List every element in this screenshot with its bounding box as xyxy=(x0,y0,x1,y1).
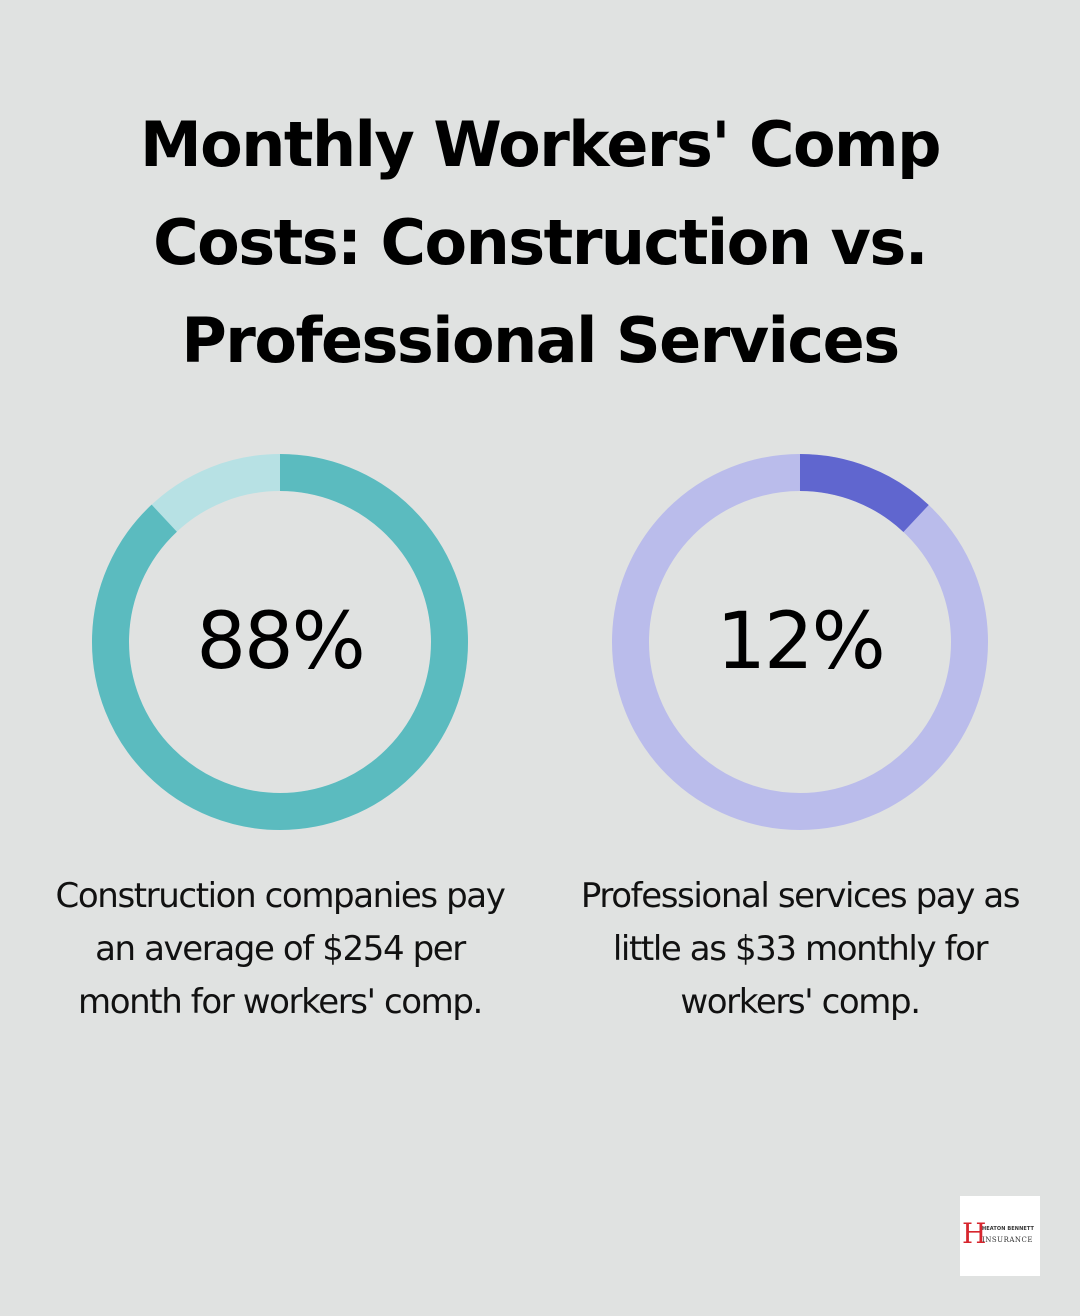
percent-label: 88% xyxy=(196,597,365,687)
percent-label: 12% xyxy=(716,597,885,687)
donut-ring xyxy=(612,454,988,830)
logo-line-2: INSURANCE xyxy=(982,1236,1034,1244)
donut-chart-professional-services: 12% xyxy=(610,452,990,832)
caption-professional-services: Professional services pay as little as $… xyxy=(580,876,1021,1022)
caption-construction: Construction companies pay an average of… xyxy=(55,876,506,1022)
page-title: Monthly Workers' Comp Costs: Constructio… xyxy=(139,108,942,377)
company-logo: H HEATON BENNETT INSURANCE xyxy=(960,1196,1040,1276)
logo-line-1: HEATON BENNETT xyxy=(982,1226,1035,1232)
logo-mark: H xyxy=(962,1217,987,1250)
donut-segment xyxy=(612,454,988,830)
donut-chart-construction: 88% xyxy=(90,452,470,832)
donut-ring xyxy=(92,454,468,830)
donut-segment xyxy=(92,454,468,830)
